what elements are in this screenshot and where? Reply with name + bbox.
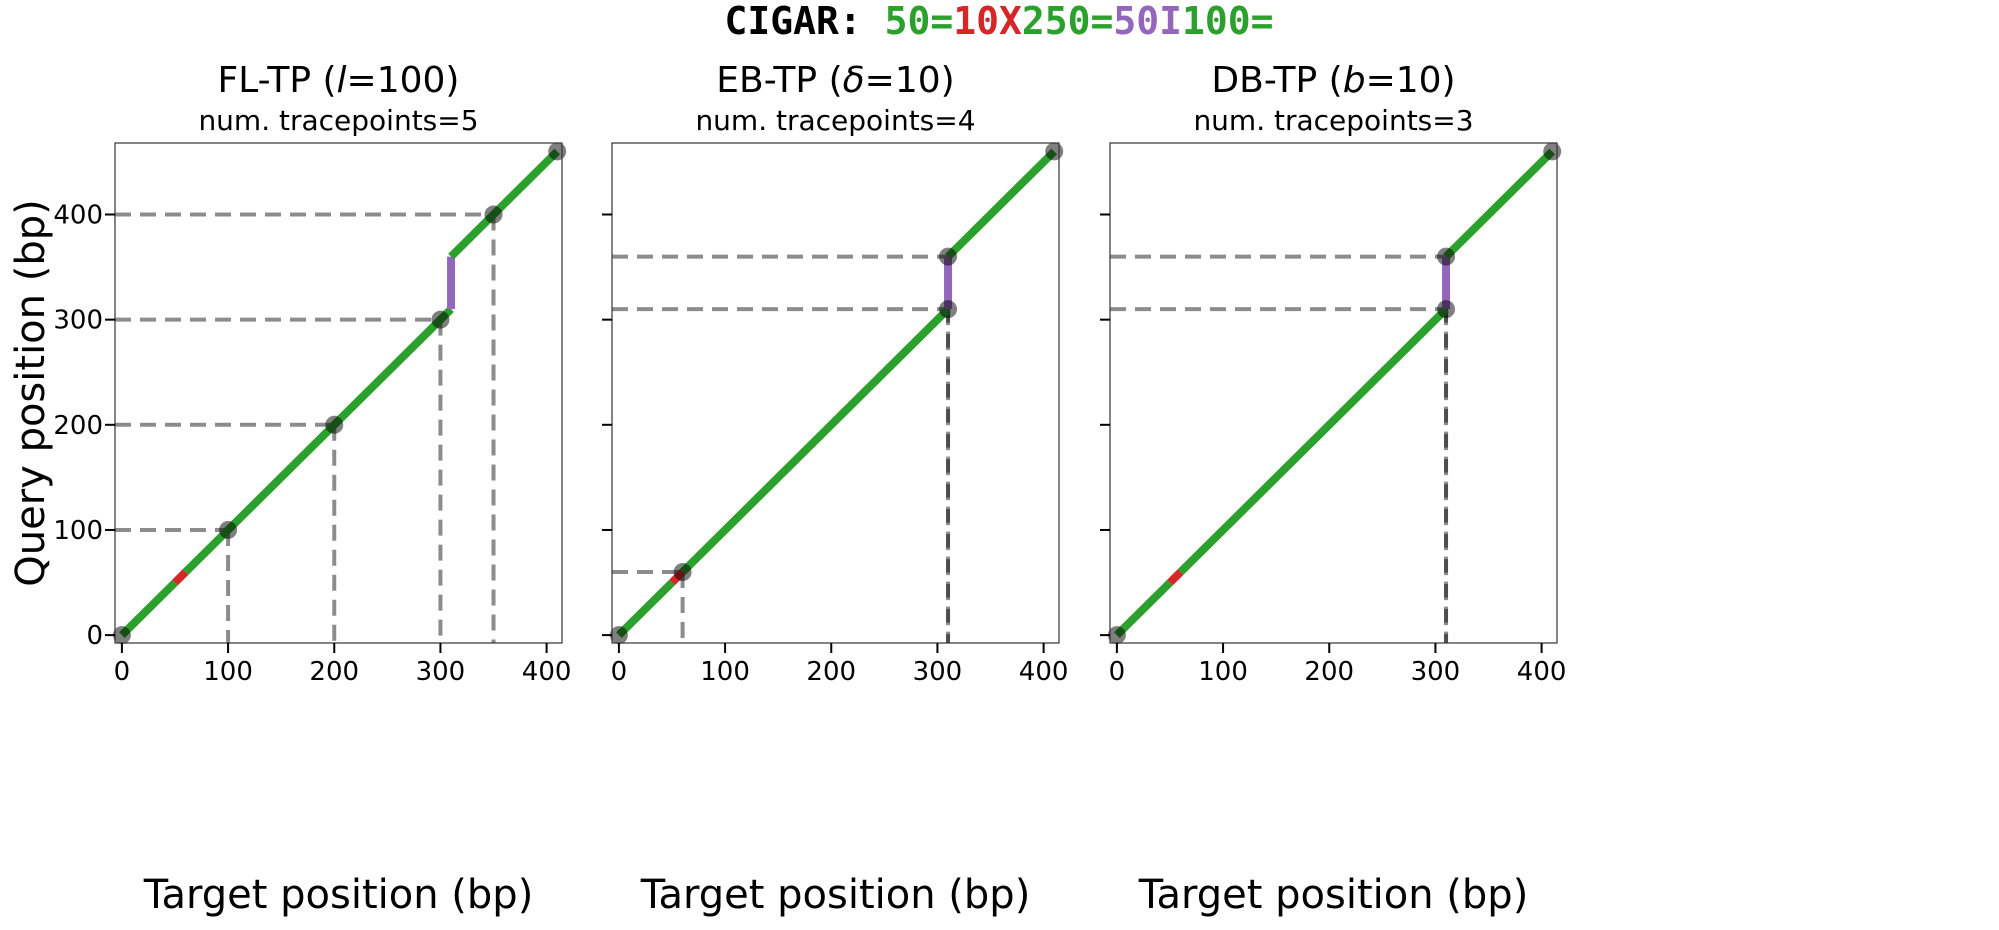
y-tick-label: 100 <box>53 516 103 546</box>
x-tick-label: 400 <box>1019 657 1069 687</box>
guide-lines <box>612 254 951 643</box>
x-axis-label: Target position (bp) <box>640 872 1031 918</box>
tracepoint-marker <box>484 205 503 224</box>
tracepoint-marker <box>112 626 131 645</box>
panel-title-param: l <box>337 60 347 101</box>
tracepoint-marker <box>939 247 958 266</box>
axes-frame <box>611 142 1060 644</box>
x-tick-label: 200 <box>806 657 856 687</box>
alignment-match-segment <box>679 306 951 575</box>
y-axis-label: Query position (bp) <box>8 199 54 586</box>
alignment-mismatch-segment <box>172 569 189 586</box>
tracepoint-marker <box>325 415 344 434</box>
tracepoint-marker <box>1107 626 1126 645</box>
tracepoint-marker <box>1543 142 1562 161</box>
panel-title-param: b <box>1343 60 1366 101</box>
y-tick-label: 0 <box>86 621 103 651</box>
x-tick-label: 0 <box>1109 657 1126 687</box>
y-tick-label: 300 <box>53 306 103 336</box>
panel-title: DB-TP (b=10) <box>1211 60 1455 101</box>
x-tick-label: 300 <box>1411 657 1461 687</box>
x-axis-label: Target position (bp) <box>1138 872 1529 918</box>
panel-title: FL-TP (l=100) <box>218 60 460 101</box>
cigar-op: 50I <box>1113 0 1182 43</box>
y-tick-label: 200 <box>53 411 103 441</box>
x-tick-label: 200 <box>1304 657 1354 687</box>
cigar-op: 10X <box>953 0 1022 43</box>
alignment-match-segment <box>119 579 178 638</box>
tracepoint-marker <box>609 626 628 645</box>
x-tick-label: 300 <box>913 657 963 687</box>
tracepoint-marker <box>1437 247 1456 266</box>
alignment-match-segment <box>448 148 561 260</box>
x-tick-label: 100 <box>700 657 750 687</box>
x-tick-label: 200 <box>309 657 359 687</box>
tracepoint-marker <box>1437 300 1456 319</box>
x-tick-label: 100 <box>203 657 253 687</box>
panel-title-text: EB-TP ( <box>716 60 842 101</box>
panel-2: EB-TP (δ=10)num. tracepoints=4 0 100 200 300… <box>602 60 1068 918</box>
tracepoint-marker <box>1045 142 1064 161</box>
y-tick-label: 400 <box>53 201 103 231</box>
panel-subtitle: num. tracepoints=3 <box>1193 104 1473 137</box>
alignment-match-segment <box>616 579 675 638</box>
tracepoint-marker <box>548 142 567 161</box>
panel-title-text: DB-TP ( <box>1211 60 1342 101</box>
axes-frame <box>1109 142 1558 644</box>
panel-title-param: δ <box>843 60 865 101</box>
cigar-prefix: CIGAR: <box>724 0 861 43</box>
x-tick-label: 0 <box>611 657 628 687</box>
x-tick-label: 400 <box>522 657 572 687</box>
panel-1: FL-TP (l=100)num. tracepoints=5 0 100 200 30… <box>53 60 571 918</box>
x-tick-label: 0 <box>114 657 131 687</box>
x-tick-label: 300 <box>416 657 466 687</box>
panel-title-text: =100) <box>347 60 460 101</box>
alignment-match-segment <box>945 148 1058 260</box>
cigar-title: CIGAR: 50=10X250=50I100= <box>724 0 1273 43</box>
x-axis-label: Target position (bp) <box>143 872 534 918</box>
x-tick-label: 400 <box>1517 657 1567 687</box>
panel-3: DB-TP (b=10)num. tracepoints=3 0 100 200 300… <box>1100 60 1566 918</box>
panel-title-text: FL-TP ( <box>218 60 337 101</box>
alignment-match-segment <box>1177 306 1449 575</box>
cigar-op: 100= <box>1182 0 1274 43</box>
alignment-match-segment <box>1443 148 1556 260</box>
panel-title-text: =10) <box>1366 60 1456 101</box>
alignment-match-segment <box>1114 579 1173 638</box>
x-tick-label: 100 <box>1198 657 1248 687</box>
tracepoint-marker <box>431 310 450 329</box>
tracepoint-marker <box>673 563 692 582</box>
panel-subtitle: num. tracepoints=5 <box>198 104 478 137</box>
tracepoint-marker <box>939 300 958 319</box>
tracepoint-marker <box>219 520 238 539</box>
panel-subtitle: num. tracepoints=4 <box>695 104 975 137</box>
guide-lines <box>1110 254 1449 643</box>
alignment-mismatch-segment <box>1167 569 1184 586</box>
panel-title: EB-TP (δ=10) <box>716 60 954 101</box>
cigar-op: 50= <box>885 0 954 43</box>
panel-title-text: =10) <box>865 60 955 101</box>
axes-frame <box>114 142 563 644</box>
cigar-op: 250= <box>1022 0 1114 43</box>
guide-lines <box>115 212 496 643</box>
